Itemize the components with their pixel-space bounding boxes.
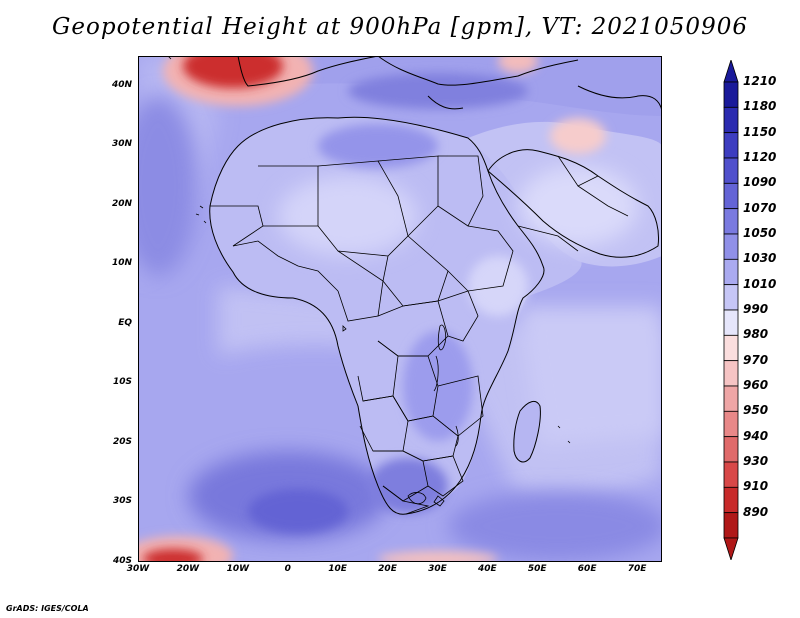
- lon-label: 40E: [477, 564, 497, 574]
- colorbar-level-label: 1010: [743, 276, 777, 291]
- lat-label: 20S: [112, 436, 132, 447]
- lat-label: 40S: [112, 556, 132, 566]
- madagascar-land: [513, 400, 541, 463]
- colorbar: [723, 60, 739, 560]
- lat-label: 10N: [111, 258, 132, 269]
- lat-label: 20N: [111, 198, 132, 209]
- colorbar-level-label: 950: [743, 403, 769, 418]
- southern-africa-high: [368, 458, 448, 514]
- arabia-light: [518, 166, 638, 246]
- colorbar-level-label: 940: [743, 428, 769, 443]
- colorbar-level-label: 1120: [743, 150, 777, 164]
- sahara-light: [278, 176, 418, 256]
- north-atlantic-high: [138, 96, 198, 276]
- iberia-heat-low: [183, 56, 283, 88]
- colorbar-level-label: 910: [743, 479, 769, 494]
- colorbar-swatch: [723, 182, 739, 210]
- colorbar-level-label: 1030: [743, 251, 777, 266]
- colorbar-level-label: 960: [743, 378, 769, 392]
- lat-label: EQ: [118, 317, 132, 328]
- colorbar-top-arrow: [723, 60, 739, 83]
- colorbar-level-label: 1210: [743, 74, 777, 88]
- lon-label: 50E: [527, 564, 547, 574]
- map-frame: [138, 56, 662, 562]
- persia-heat-low: [498, 56, 538, 73]
- lon-label: 20E: [378, 564, 397, 574]
- iran-heat-low: [550, 118, 606, 154]
- colorbar-swatch: [723, 385, 739, 412]
- colorbar-swatch: [723, 461, 739, 488]
- colorbar-swatch: [723, 512, 739, 539]
- colorbar-swatch: [723, 258, 739, 286]
- colorbar-swatch: [723, 309, 739, 336]
- colorbar-level-label: 1050: [743, 226, 777, 240]
- lon-label: 60E: [577, 564, 597, 574]
- south-ocean-low-east: [378, 551, 498, 562]
- colorbar-swatch: [723, 233, 739, 260]
- colorbar-level-label: 1150: [743, 124, 777, 139]
- south-indian-high: [448, 491, 662, 561]
- colorbar-swatch: [723, 81, 739, 108]
- north-africa-high: [318, 124, 438, 168]
- colorbar-level-label: 970: [743, 352, 769, 367]
- colorbar-level-label: 1180: [743, 99, 777, 114]
- colorbar-swatch: [723, 132, 739, 159]
- lon-label: 20W: [176, 564, 200, 574]
- colorbar-swatch: [723, 208, 739, 235]
- colorbar-swatch: [723, 410, 739, 438]
- lon-label: 30E: [428, 564, 447, 574]
- lat-label: 40N: [111, 79, 132, 90]
- lat-label: 10S: [112, 377, 132, 388]
- coastlines: [209, 56, 662, 515]
- lon-label: 0: [284, 564, 291, 574]
- small-islands: [167, 56, 571, 444]
- lon-label: 10E: [328, 564, 347, 574]
- colorbar-level-label: 990: [743, 302, 769, 316]
- lon-label: 70E: [627, 564, 647, 574]
- south-atlantic-high-core: [248, 489, 348, 533]
- colorbar-swatch: [723, 106, 739, 134]
- lat-label: 30N: [111, 139, 132, 150]
- colorbar-swatch: [723, 436, 739, 463]
- colorbar-level-label: 930: [743, 454, 769, 468]
- colorbar-swatch: [723, 157, 739, 184]
- horn-light: [468, 256, 528, 316]
- chart-title: Geopotential Height at 900hPa [gpm], VT:…: [52, 14, 748, 40]
- credit-text: GrADS: IGES/COLA: [6, 604, 89, 613]
- colorbar-swatch: [723, 334, 739, 362]
- lat-label: 30S: [112, 496, 132, 507]
- lon-label: 30W: [126, 564, 150, 574]
- colorbar-swatch: [723, 360, 739, 387]
- south-ocean-low: [143, 549, 203, 562]
- colorbar-level-label: 1090: [743, 175, 777, 190]
- ocean-light-east: [518, 306, 662, 446]
- colorbar-swatch: [723, 284, 739, 311]
- colorbar-level-label: 890: [743, 504, 769, 519]
- colorbar-swatch: [723, 486, 739, 514]
- lon-label: 10W: [226, 564, 250, 574]
- map-border: [138, 56, 662, 562]
- country-borders: [210, 155, 629, 515]
- colorbar-level-label: 1070: [743, 200, 777, 215]
- colorbar-level-label: 980: [743, 327, 769, 342]
- colorbar-bottom-arrow: [723, 537, 739, 560]
